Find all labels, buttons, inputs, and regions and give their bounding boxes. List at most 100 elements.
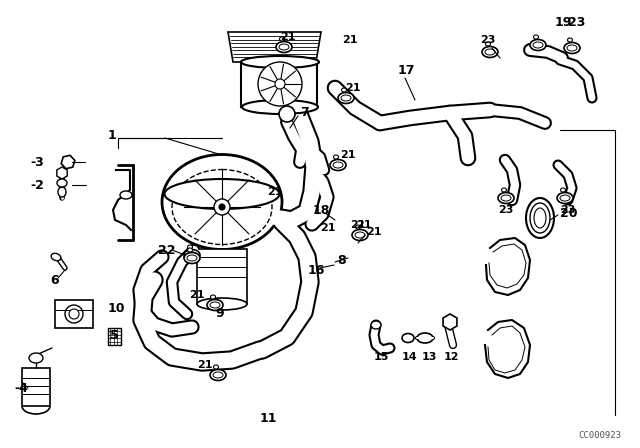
Ellipse shape (276, 42, 292, 52)
Text: 21: 21 (198, 360, 213, 370)
Text: 1: 1 (108, 129, 116, 142)
Text: CC000923: CC000923 (579, 431, 621, 439)
Text: 8: 8 (337, 254, 346, 267)
Ellipse shape (188, 248, 193, 252)
Text: -3: -3 (30, 155, 44, 168)
Bar (241, 62, 317, 107)
Text: 21: 21 (320, 223, 335, 233)
Text: 21: 21 (350, 220, 365, 230)
Ellipse shape (172, 169, 272, 245)
Text: 23: 23 (480, 35, 495, 45)
Ellipse shape (482, 47, 498, 57)
Text: 9: 9 (215, 306, 223, 319)
Ellipse shape (486, 42, 490, 46)
Text: 17: 17 (398, 64, 415, 77)
Ellipse shape (355, 232, 365, 238)
Ellipse shape (333, 155, 339, 159)
Ellipse shape (187, 252, 197, 258)
Ellipse shape (184, 250, 200, 260)
Bar (22, 368, 50, 406)
Ellipse shape (58, 187, 66, 197)
Text: 14: 14 (402, 352, 418, 362)
Text: 19: 19 (555, 16, 572, 29)
Text: 10: 10 (108, 302, 125, 314)
Text: 11: 11 (259, 412, 276, 425)
Ellipse shape (371, 321, 381, 329)
Ellipse shape (213, 372, 223, 378)
Ellipse shape (564, 43, 580, 53)
Circle shape (214, 199, 230, 215)
Circle shape (65, 305, 83, 323)
Ellipse shape (338, 92, 354, 103)
Ellipse shape (187, 255, 197, 261)
Ellipse shape (120, 191, 132, 199)
Text: 21: 21 (340, 150, 355, 160)
Ellipse shape (355, 225, 360, 229)
Text: 21: 21 (268, 187, 283, 197)
Ellipse shape (188, 245, 193, 249)
Ellipse shape (352, 229, 368, 241)
Circle shape (258, 62, 302, 106)
Ellipse shape (498, 193, 514, 203)
Text: 23: 23 (560, 205, 575, 215)
Ellipse shape (501, 195, 511, 201)
Ellipse shape (502, 188, 506, 192)
Bar (108, 328, 121, 345)
Text: 5: 5 (110, 328, 119, 341)
Text: 23: 23 (568, 16, 586, 29)
Ellipse shape (560, 195, 570, 201)
Text: 21: 21 (356, 220, 371, 230)
Ellipse shape (561, 188, 566, 192)
Text: 16: 16 (308, 263, 325, 276)
Ellipse shape (164, 179, 280, 209)
Ellipse shape (207, 300, 223, 310)
Bar (55, 300, 93, 328)
Text: 18: 18 (313, 203, 330, 216)
Ellipse shape (51, 253, 61, 261)
Polygon shape (228, 32, 321, 62)
Circle shape (219, 204, 225, 210)
Ellipse shape (342, 88, 346, 92)
Ellipse shape (57, 179, 67, 187)
Ellipse shape (162, 155, 282, 250)
Text: -4: -4 (14, 382, 28, 395)
Ellipse shape (402, 333, 414, 343)
Ellipse shape (534, 208, 546, 228)
Ellipse shape (530, 39, 546, 51)
Ellipse shape (533, 42, 543, 48)
Circle shape (275, 79, 285, 89)
Ellipse shape (568, 38, 573, 42)
Ellipse shape (330, 159, 346, 171)
Ellipse shape (417, 333, 433, 343)
Ellipse shape (534, 35, 538, 39)
Ellipse shape (333, 162, 343, 168)
Text: 6: 6 (50, 273, 59, 287)
Ellipse shape (29, 353, 43, 363)
Ellipse shape (279, 44, 289, 50)
Text: 7: 7 (300, 105, 308, 119)
Ellipse shape (184, 253, 200, 263)
Text: 21: 21 (189, 290, 205, 300)
Text: 23: 23 (498, 205, 513, 215)
Ellipse shape (557, 193, 573, 203)
Ellipse shape (214, 365, 218, 369)
Text: 20: 20 (560, 207, 577, 220)
Ellipse shape (341, 95, 351, 101)
Circle shape (279, 106, 295, 122)
Ellipse shape (241, 56, 319, 68)
Circle shape (69, 309, 79, 319)
Text: 21: 21 (345, 83, 360, 93)
Ellipse shape (526, 198, 554, 238)
Ellipse shape (567, 45, 577, 51)
Bar (197, 249, 247, 304)
Text: 22: 22 (158, 244, 175, 257)
Ellipse shape (485, 49, 495, 55)
Ellipse shape (211, 295, 216, 299)
Ellipse shape (210, 370, 226, 380)
Text: 21: 21 (366, 227, 381, 237)
Ellipse shape (197, 298, 247, 310)
Text: 13: 13 (422, 352, 437, 362)
Text: 15: 15 (374, 352, 389, 362)
Ellipse shape (210, 302, 220, 308)
Text: 21: 21 (280, 32, 296, 42)
